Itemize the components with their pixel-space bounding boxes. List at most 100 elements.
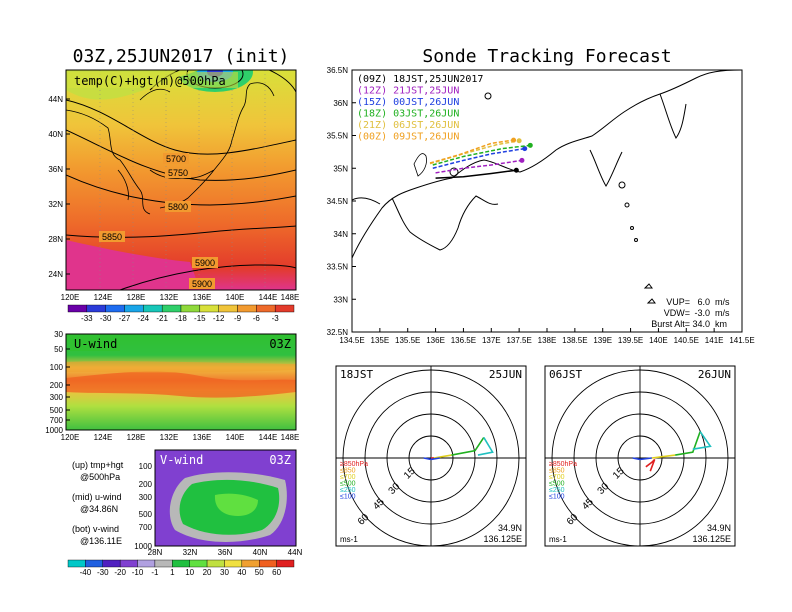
- hodograph-time: 06JST: [549, 368, 582, 381]
- contour-label-bg: [189, 278, 215, 289]
- hodograph-trace: [632, 457, 652, 461]
- track-lon-label: 140E: [649, 336, 668, 345]
- uwind-pressure-label: 200: [50, 381, 64, 390]
- track-legend-entry: (21Z) 06JST,26JUN: [357, 120, 459, 131]
- vwind-lat-label: 36N: [218, 548, 233, 557]
- contour-label: 5900: [195, 258, 215, 268]
- uwind-lon-label: 120E: [61, 433, 80, 442]
- temp-map-frame: [65, 69, 297, 291]
- temp-colorbar-cell: [86, 304, 106, 313]
- sonde-landing-point: [511, 137, 517, 143]
- sonde-landing-point: [527, 142, 533, 148]
- map-subtitle: temp(C)+hgt(m)@500hPa: [74, 74, 226, 88]
- wind-colorbar-cell: [154, 559, 173, 568]
- lon-tick-label: 132E: [160, 293, 179, 302]
- shikoku-coast: [352, 197, 381, 205]
- track-legend-entry: (15Z) 00JST,26JUN: [357, 97, 459, 108]
- lat-tick-label: 36N: [48, 165, 63, 174]
- lat-tick-label: 28N: [48, 235, 63, 244]
- panel-notes: (up) tmp+hgt @500hPa (mid) u-wind @34.86N (b…: [72, 460, 124, 546]
- temp-colorbar-label: -9: [234, 314, 242, 323]
- contour-labels: 5700 5750 5800 5850 5900 5900: [99, 153, 218, 289]
- hodograph-level: ≤700: [340, 474, 356, 481]
- vwind-lat-label: 28N: [148, 548, 163, 557]
- uwind-label-box: [70, 336, 120, 351]
- hodograph-unit: ms-1: [340, 535, 358, 544]
- temp-colorbar-label: -12: [213, 314, 225, 323]
- uwind-time: 03Z: [269, 337, 291, 351]
- lat-tick-label: 40N: [48, 130, 63, 139]
- note-line: @500hPa: [80, 472, 120, 482]
- lon-tick-label: 140E: [226, 293, 245, 302]
- uwind-lon-label: 136E: [193, 433, 212, 442]
- wind-colorbar-label: -1: [151, 568, 159, 577]
- track-lat-label: 36N: [333, 99, 348, 108]
- track-lat-label: 35.5N: [327, 132, 349, 141]
- track-lon-label: 141E: [705, 336, 724, 345]
- lat-tick-label: 32N: [48, 200, 63, 209]
- hodograph-plot: [545, 366, 735, 546]
- track-param-value: 6.0: [697, 297, 710, 307]
- track-lon-label: 136.5E: [451, 336, 476, 345]
- vwind-pressure-label: 700: [139, 523, 153, 532]
- hodograph-trace: [675, 431, 701, 456]
- wind-colorbar-label: 50: [255, 568, 264, 577]
- vwind-lat-label: 44N: [288, 548, 303, 557]
- uwind-pressure-label: 1000: [45, 426, 63, 435]
- track-param-unit: m/s: [715, 308, 730, 318]
- lat-tick-label: 44N: [48, 95, 63, 104]
- contour-label: 5900: [192, 279, 212, 289]
- contour-label: 5700: [166, 154, 186, 164]
- uwind-lon-label: 144E: [259, 433, 278, 442]
- uwind-pressure-label: 700: [50, 416, 64, 425]
- sonde-landing-point: [516, 138, 522, 144]
- sonde-track-line: [432, 144, 531, 166]
- lon-tick-label: 144E: [259, 293, 278, 302]
- uwind-label: U-wind: [74, 337, 117, 351]
- wind-colorbar-cell: [119, 559, 138, 568]
- track-param-unit: m/s: [715, 297, 730, 307]
- wind-colorbar-label: 1: [170, 568, 175, 577]
- warm-pink-area: [66, 240, 200, 290]
- track-lon-label: 137.5E: [506, 336, 531, 345]
- wind-colorbar-label: -30: [97, 568, 109, 577]
- track-param-label: Burst Alt=: [651, 319, 690, 329]
- track-lat-ticks: 36.5N 36N 35.5N 35N 34.5N 34N 33.5N 33N 32.5N: [327, 66, 356, 337]
- track-lon-label: 138E: [538, 336, 557, 345]
- vwind-panel: V-wind 03Z 100 200 300 500 700 1000 28N 32N 36N…: [134, 449, 303, 557]
- map-grid: [99, 70, 266, 290]
- wind-colorbar-cell: [67, 559, 86, 568]
- track-lon-label: 137E: [482, 336, 501, 345]
- temp-colorbar-label: -3: [272, 314, 280, 323]
- uwind-lon-label: 124E: [94, 433, 113, 442]
- sonde-landing-point: [519, 157, 525, 163]
- temp-map-panel: temp(C)+hgt(m)@500hPa 5700 5750 5800 5850 59…: [48, 69, 299, 302]
- contour-label: 5750: [168, 168, 188, 178]
- islands: [449, 92, 656, 304]
- uwind-pressure-label: 50: [54, 345, 63, 354]
- wind-colorbar-cell: [206, 559, 225, 568]
- boso-peninsula: [659, 93, 687, 139]
- vwind-pressure-label: 1000: [134, 542, 152, 551]
- wind-colorbar-cell: [137, 559, 156, 568]
- lon-tick-label: 128E: [127, 293, 146, 302]
- note-line: (bot) v-wind: [72, 524, 119, 534]
- wind-colorbar-cell: [172, 559, 190, 568]
- wind-colorbar-label: -40: [80, 568, 92, 577]
- wind-colorbar-cell: [276, 559, 295, 568]
- vwind-label-box: [158, 452, 208, 467]
- hodograph-level: ≤100: [549, 494, 565, 501]
- hodograph-level: ≤100: [340, 494, 356, 501]
- hodograph-unit: ms-1: [549, 535, 567, 544]
- track-lat-label: 32.5N: [327, 328, 349, 337]
- track-lat-label: 36.5N: [327, 66, 349, 75]
- track-lon-label: 139.5E: [618, 336, 643, 345]
- left-title: 03Z,25JUN2017 (init): [73, 46, 290, 67]
- wind-colorbar-label: 30: [220, 568, 229, 577]
- wind-colorbar-label: -20: [114, 568, 126, 577]
- hodograph-level: ≥850hPa: [340, 461, 368, 468]
- hodograph-trace: [692, 431, 712, 450]
